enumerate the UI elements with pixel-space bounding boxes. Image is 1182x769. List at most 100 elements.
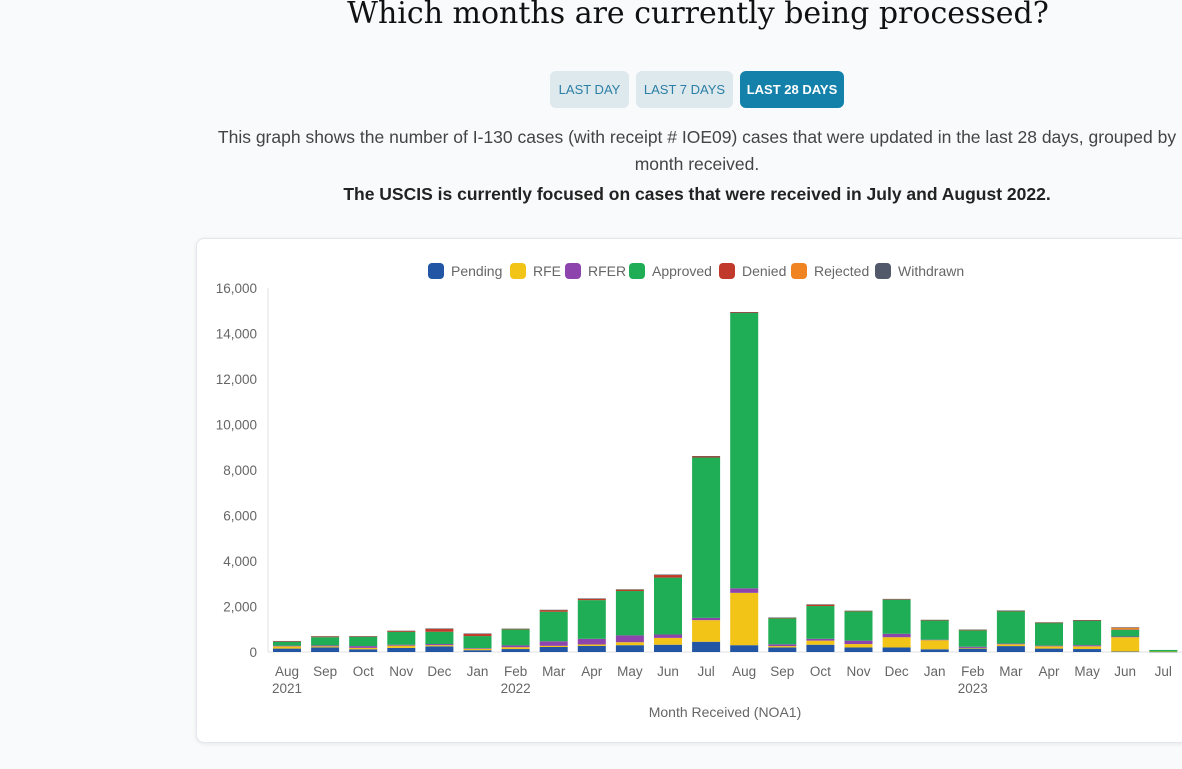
bar-segment-withdrawn — [844, 610, 873, 612]
bar-segment-approved — [882, 599, 911, 634]
x-tick-label: Apr — [1038, 664, 1060, 679]
bar-segment-rfer — [273, 645, 301, 647]
y-tick-label: 14,000 — [216, 327, 257, 342]
bar-segment-rfer — [996, 643, 1025, 645]
legend-label-approved[interactable]: Approved — [652, 263, 712, 279]
bar-segment-withdrawn — [349, 636, 378, 637]
x-axis-title: Month Received (NOA1) — [649, 704, 802, 720]
bar-segment-approved — [958, 630, 987, 647]
legend-swatch-rfer[interactable] — [565, 263, 581, 279]
bar-segment-approved — [311, 637, 340, 646]
bar-segment-pending — [920, 649, 949, 652]
bar-segment-pending — [615, 645, 644, 652]
bar-segment-rfe — [768, 646, 797, 648]
bar-segment-pending — [349, 649, 378, 652]
bar-segment-withdrawn — [692, 456, 721, 457]
bar-segment-pending — [273, 648, 301, 652]
x-tick-label: May — [617, 664, 643, 679]
x-tick-label: Feb — [504, 664, 527, 679]
bar-segment-withdrawn — [463, 633, 492, 634]
focus-note: The USCIS is currently focused on cases … — [343, 184, 1051, 204]
bar-segment-pending — [311, 647, 340, 652]
bar-segment-withdrawn — [501, 628, 530, 630]
y-tick-label: 2,000 — [223, 600, 257, 615]
bar-segment-rfer — [920, 639, 949, 641]
bar-segment-rfer — [806, 638, 835, 641]
bar-segment-approved — [501, 629, 530, 646]
bar-segment-rfe — [882, 637, 911, 648]
bar-segment-withdrawn — [882, 598, 911, 600]
bar-segment-rfe — [615, 642, 644, 646]
bar-segment-approved — [1149, 649, 1178, 652]
bar-segment-rfe — [387, 645, 416, 648]
legend-label-rejected[interactable]: Rejected — [814, 263, 869, 279]
x-tick-label: Aug — [275, 664, 299, 679]
bar-segment-rfer — [844, 640, 873, 645]
bar-segment-withdrawn — [273, 640, 301, 642]
bar-segment-approved — [1073, 620, 1102, 646]
bar-segment-denied — [1111, 629, 1140, 630]
y-tick-label: 4,000 — [223, 554, 257, 569]
legend-label-rfer[interactable]: RFER — [588, 263, 626, 279]
bar-segment-approved — [387, 631, 416, 645]
bar-segment-withdrawn — [768, 617, 797, 619]
legend-label-denied[interactable]: Denied — [742, 263, 786, 279]
bar-segment-denied — [615, 589, 644, 592]
legend-swatch-pending[interactable] — [428, 263, 444, 279]
x-tick-label: Oct — [810, 664, 831, 679]
bar-segment-pending — [844, 647, 873, 652]
legend-swatch-withdrawn[interactable] — [875, 263, 891, 279]
bar-segment-withdrawn — [654, 574, 682, 576]
bar-segment-withdrawn — [920, 619, 949, 621]
bar-segment-pending — [1073, 649, 1102, 652]
bar-segment-approved — [615, 591, 644, 636]
bar-segment-denied — [654, 574, 682, 578]
bar-segment-rfe — [1035, 646, 1063, 649]
bar-segment-rfe — [692, 620, 721, 642]
bar-segment-withdrawn — [615, 589, 644, 590]
bar-segment-approved — [1035, 622, 1063, 646]
x-tick-label: Jan — [924, 664, 946, 679]
bar-segment-withdrawn — [730, 312, 759, 313]
bar-segment-approved — [1111, 629, 1140, 637]
chart-card: 0 2,000 4,000 6,000 8,000 10,000 12,000 14,000 1… — [196, 238, 1182, 743]
bar-segment-pending — [539, 646, 568, 652]
bar-segment-withdrawn — [996, 610, 1025, 611]
legend-swatch-approved[interactable] — [629, 263, 645, 279]
y-tick-label: 6,000 — [223, 509, 257, 524]
bar-segment-rfer — [768, 644, 797, 647]
legend-swatch-denied[interactable] — [719, 263, 735, 279]
x-tick-label: Jun — [657, 664, 679, 679]
bar-segment-approved — [273, 641, 301, 646]
bar-segment-rfer — [463, 648, 492, 649]
x-tick-label: Jan — [467, 664, 489, 679]
legend-label-rfe[interactable]: RFE — [533, 263, 561, 279]
y-tick-label: 0 — [249, 645, 257, 660]
legend-swatch-rejected[interactable] — [791, 263, 807, 279]
bar-segment-rfer — [1035, 645, 1063, 647]
bar-segment-withdrawn — [539, 609, 568, 611]
y-tick-label: 10,000 — [216, 418, 257, 433]
bar-segment-rfer — [615, 635, 644, 643]
page-title: Which months are currently being process… — [347, 0, 1049, 31]
x-tick-label: Feb — [961, 664, 984, 679]
bar-segment-withdrawn — [806, 604, 835, 605]
x-tick-label: Nov — [846, 664, 870, 679]
legend-swatch-rfe[interactable] — [510, 263, 526, 279]
x-tick-label: Jul — [1155, 664, 1172, 679]
bar-segment-denied — [692, 456, 721, 458]
bar-segment-pending — [654, 644, 682, 652]
legend-label-withdrawn[interactable]: Withdrawn — [898, 263, 964, 279]
bar-segment-rfe — [273, 646, 301, 649]
y-tick-label: 12,000 — [216, 372, 257, 387]
x-tick-label: Apr — [581, 664, 603, 679]
filter-last-day-button[interactable]: LAST DAY — [550, 71, 629, 108]
bar-segment-approved — [463, 636, 492, 649]
filter-last-28-days-button[interactable]: LAST 28 DAYS — [740, 71, 844, 108]
bar-segment-approved — [425, 631, 454, 645]
legend-label-pending[interactable]: Pending — [451, 263, 502, 279]
bar-segment-rfer — [311, 645, 340, 647]
filter-last-7-days-button[interactable]: LAST 7 DAYS — [636, 71, 733, 108]
x-tick-label: Aug — [732, 664, 756, 679]
x-tick-label: May — [1074, 664, 1100, 679]
